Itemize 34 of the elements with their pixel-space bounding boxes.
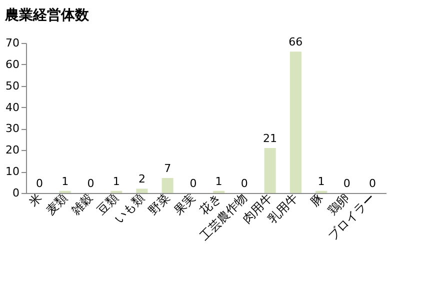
bar xyxy=(136,188,148,193)
bar xyxy=(264,148,276,193)
y-tick-label: 60 xyxy=(6,58,20,71)
y-tick-label: 0 xyxy=(12,186,20,200)
x-tick-label: 豆類 xyxy=(94,190,122,218)
y-tick-label: 40 xyxy=(6,100,20,114)
x-tick-label: 雑穀 xyxy=(68,190,96,218)
bar xyxy=(162,178,174,193)
data-label: 1 xyxy=(215,174,222,188)
data-label: 2 xyxy=(138,172,146,186)
y-tick-label: 70 xyxy=(6,36,20,50)
data-label: 1 xyxy=(112,174,120,188)
data-label: 0 xyxy=(369,177,376,190)
data-label: 66 xyxy=(288,36,303,49)
data-label: 1 xyxy=(318,174,325,188)
y-tick-label: 10 xyxy=(6,165,20,178)
data-label: 0 xyxy=(240,177,248,190)
x-tick-label: 豚 xyxy=(308,190,326,209)
y-tick-label: 30 xyxy=(6,122,20,136)
data-label: 0 xyxy=(190,177,197,190)
x-tick-label: 果実 xyxy=(171,190,198,218)
x-tick-label: 麦類 xyxy=(43,190,70,218)
data-label: 7 xyxy=(164,162,172,175)
data-label: 1 xyxy=(62,174,69,188)
x-tick-label: 米 xyxy=(26,190,44,209)
x-tick-label: 野菜 xyxy=(146,190,173,218)
data-label: 0 xyxy=(343,177,350,190)
chart-title: 農業経営体数 xyxy=(4,8,90,24)
y-tick-label: 50 xyxy=(6,79,20,92)
y-tick-label: 20 xyxy=(6,144,20,157)
data-label: 21 xyxy=(263,132,278,145)
bar xyxy=(290,52,302,193)
data-label: 0 xyxy=(36,177,43,190)
data-label: 0 xyxy=(87,177,94,190)
